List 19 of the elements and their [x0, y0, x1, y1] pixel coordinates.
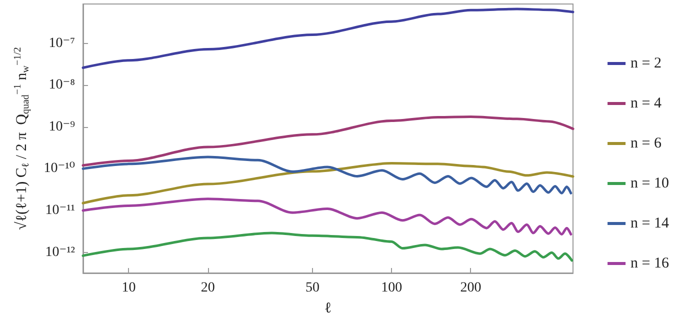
x-tick-label: 20	[200, 280, 215, 296]
legend-label: n = 4	[630, 96, 662, 112]
y-tick-label: 10⁻¹²	[45, 244, 75, 260]
legend-label: n = 16	[630, 256, 670, 272]
legend-label: n = 14	[630, 216, 670, 232]
y-tick-label: 10⁻⁷	[48, 36, 76, 51]
legend-label: n = 6	[630, 136, 662, 152]
y-tick-label: 10⁻⁹	[48, 119, 76, 134]
y-tick-label: 10⁻¹¹	[45, 203, 75, 218]
y-tick-label: 10⁻¹⁰	[44, 161, 76, 176]
x-tick-label: 100	[381, 280, 402, 296]
y-tick-label: 10⁻⁸	[48, 78, 76, 93]
x-tick-label: 10	[122, 280, 136, 296]
legend-label: n = 10	[630, 176, 670, 192]
x-tick-label: 50	[305, 280, 320, 296]
x-axis-title: ℓ	[324, 300, 332, 316]
y-axis-title: √ℓ(ℓ+1) Cℓ / 2 π Qquad−1 nw−1/2	[12, 47, 32, 230]
legend-label: n = 2	[630, 56, 662, 72]
x-tick-label: 200	[460, 280, 482, 296]
